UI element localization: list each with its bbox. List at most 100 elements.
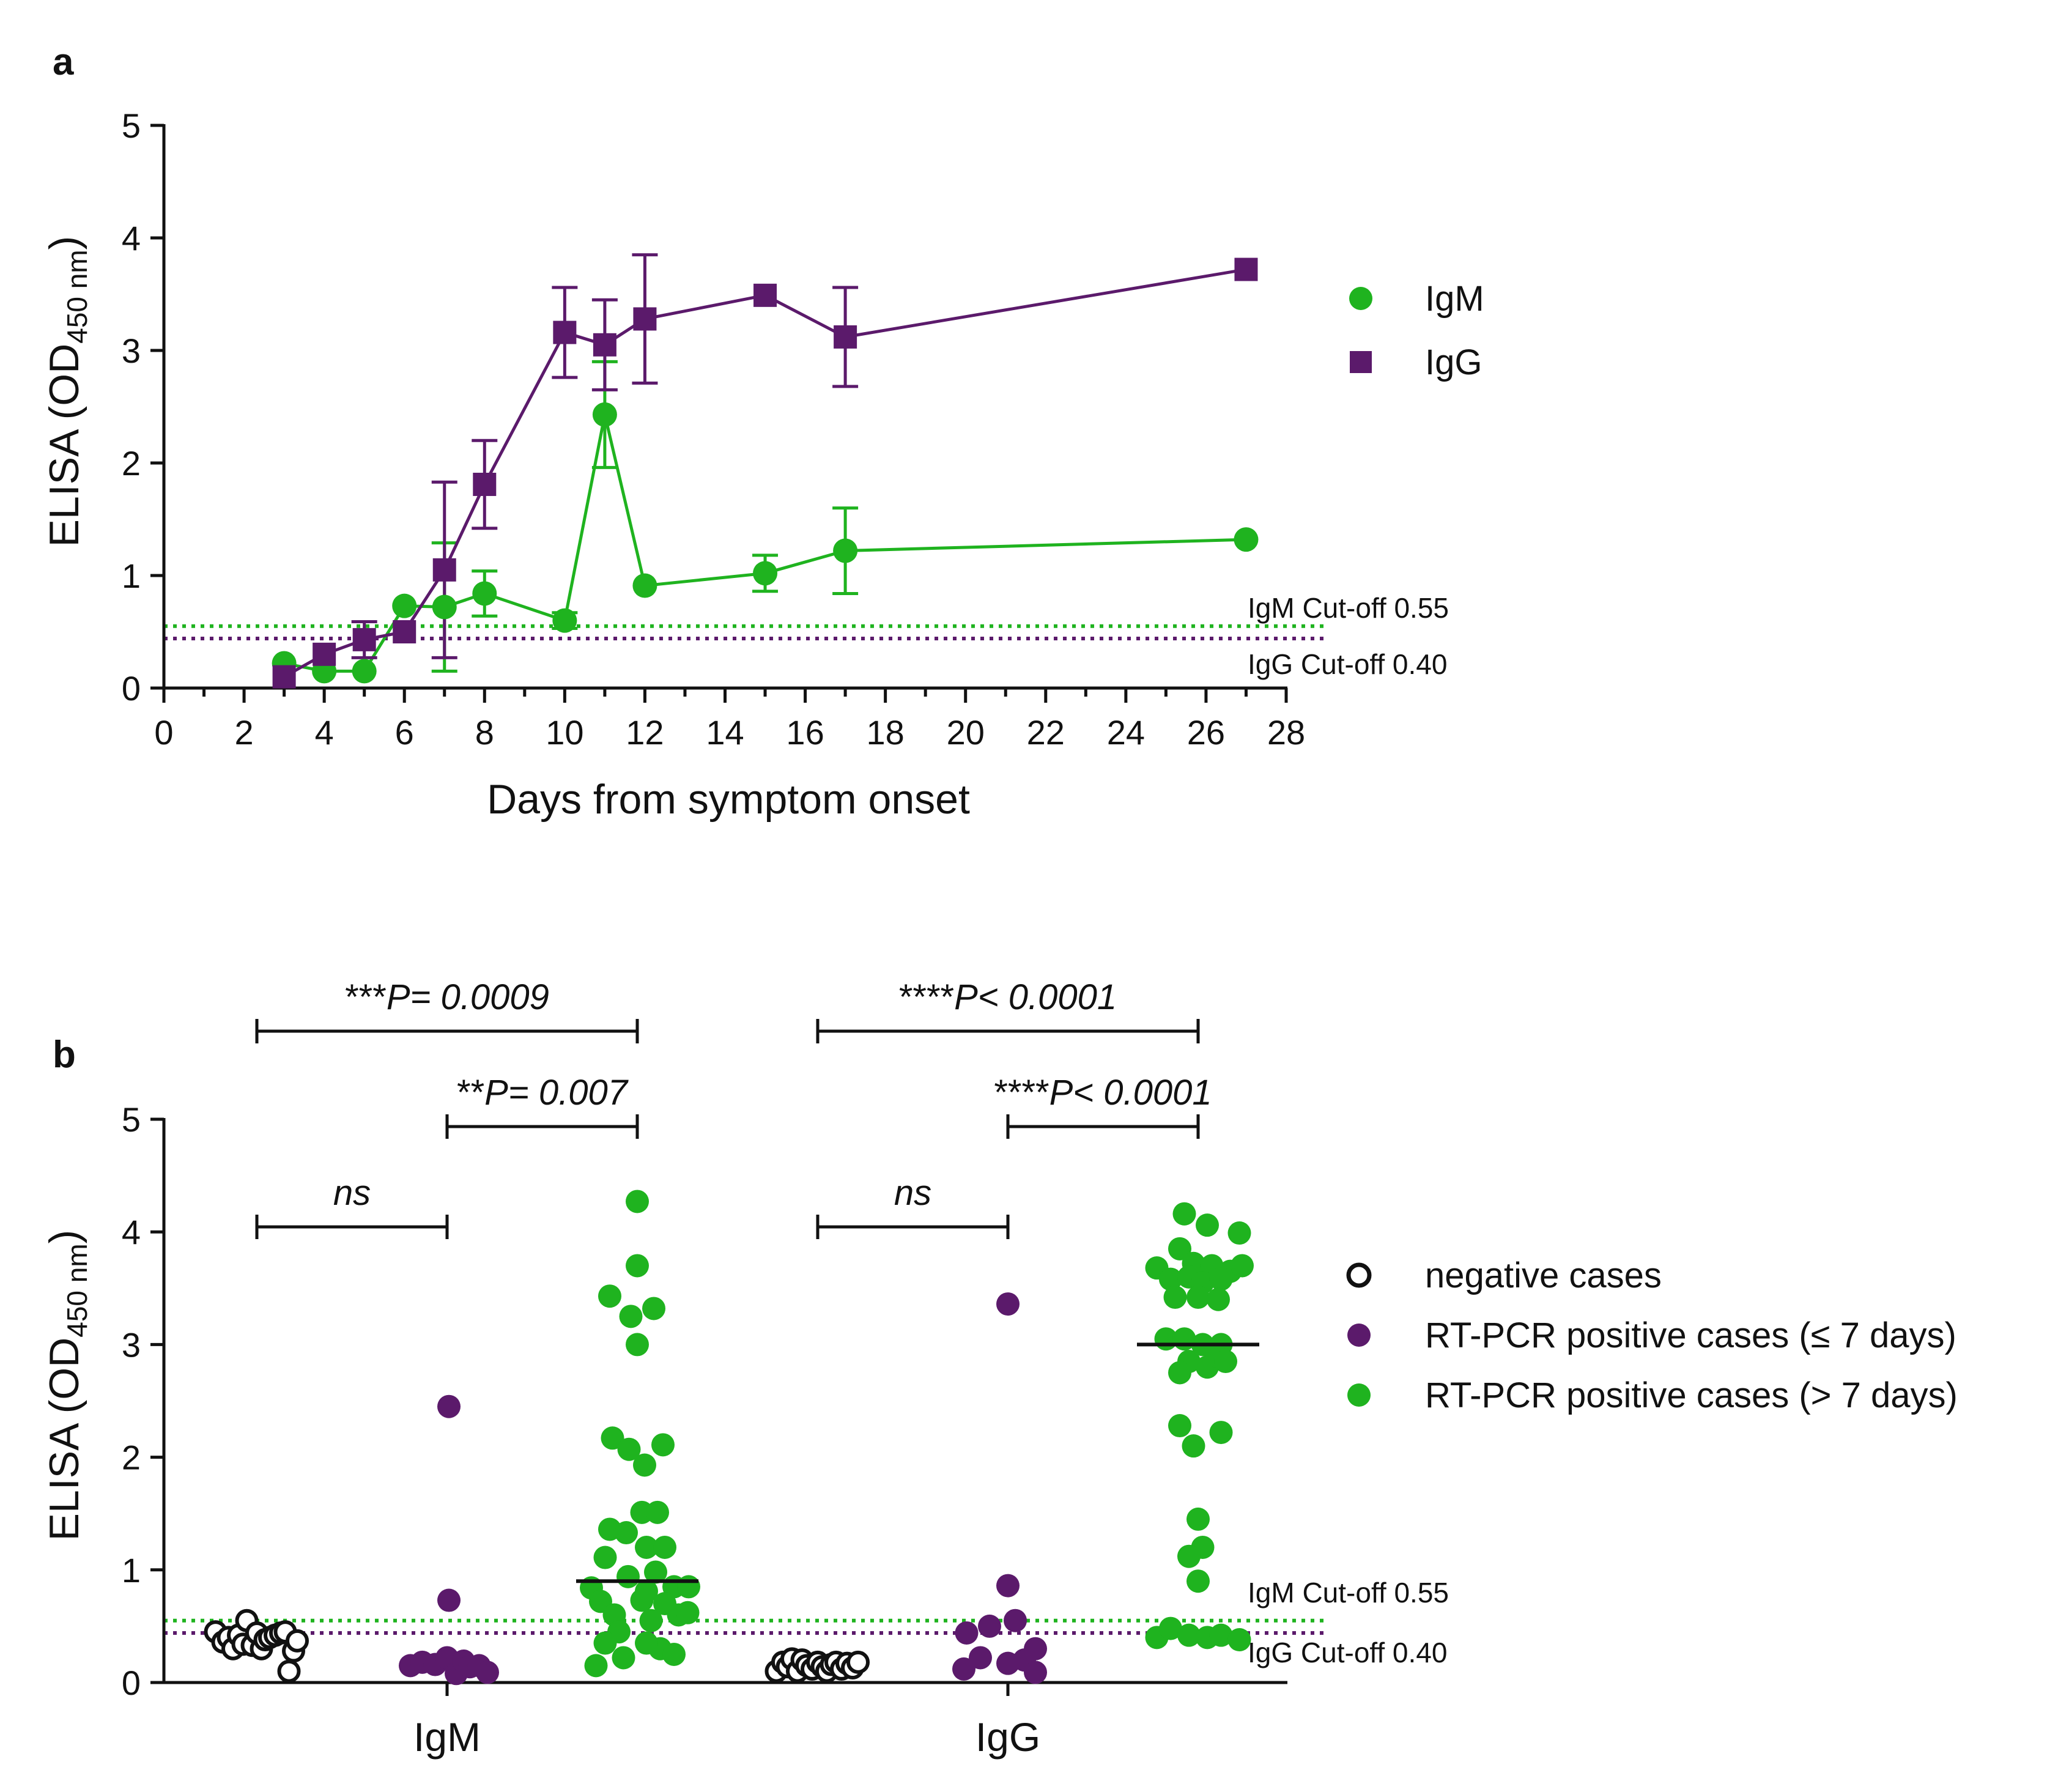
panel-b-category-label-igm: IgM (413, 1714, 481, 1760)
panel-a-igm-point-day-12 (632, 573, 657, 598)
legend-negative-marker (1346, 1262, 1372, 1288)
panel-b-igm-early-positive-point (437, 1588, 461, 1612)
panel-b-igm-early-positive-point (476, 1661, 499, 1684)
panel-b-igg-late-positive-point (1186, 1507, 1210, 1531)
panel-b-igg-late-positive-point (1196, 1213, 1219, 1237)
panel-b-igg-late-positive-point (1159, 1616, 1182, 1640)
panel-b-legend: negative cases RT-PCR positive cases (≤ … (1346, 1256, 1958, 1415)
panel-a-igm-point-day-6 (392, 593, 417, 618)
panel-b-igg-late-positive-point (1168, 1361, 1191, 1385)
legend-igg-marker (1350, 351, 1372, 373)
panel-b-igm-late-positive-point (619, 1305, 643, 1328)
panel-a-igg-point-day-7 (432, 558, 456, 582)
panel-b-y-tick-label-5: 5 (122, 1100, 141, 1139)
panel-b-igg-late-positive-point (1159, 1267, 1182, 1291)
bracket-label: ns (333, 1173, 371, 1213)
panel-b-comparison-bracket-6: ns (816, 1173, 1010, 1239)
panel-b-igg-late-positive-point (1186, 1286, 1210, 1309)
bracket-label: ***P= 0.0009 (345, 977, 549, 1017)
panel-b-igm-late-positive-point (677, 1575, 700, 1599)
panel-a-y-axis-title-main: ELISA (OD (41, 344, 87, 547)
panel-a-igg-line (283, 268, 1246, 678)
panel-a-igm-point-day-17 (833, 538, 858, 563)
panel-a-igg-point-day-8 (473, 472, 497, 496)
panel-b-igg-late-positive-point (1177, 1623, 1201, 1647)
panel-b-igg-late-positive-point (1186, 1569, 1210, 1593)
panel-a-letter: a (53, 41, 74, 83)
panel-a-igg-point-day-17 (834, 325, 857, 349)
panel-b-igg-late-positive-point (1168, 1414, 1191, 1438)
panel-a-x-tick-label-20: 20 (947, 713, 985, 752)
panel-b-igm-late-positive-point (653, 1535, 676, 1559)
panel-b-igg-late-positive-point (1163, 1286, 1187, 1309)
panel-b-igm-late-positive-point (601, 1426, 624, 1450)
panel-b-y-tick-label-4: 4 (122, 1213, 141, 1251)
bracket-stars: **** (994, 1073, 1049, 1113)
panel-a-igg-point-day-5 (352, 628, 376, 651)
panel-a-x-tick-label-22: 22 (1027, 713, 1065, 752)
panel-a-legend: IgM IgG (1349, 279, 1484, 382)
panel-b-igg-negative-point (846, 1650, 870, 1674)
panel-b-y-axis-title-main: ELISA (OD (41, 1338, 87, 1541)
panel-b-igg-late-positive-point (1214, 1350, 1237, 1374)
panel-b-igg-early-positive-point (996, 1574, 1020, 1598)
panel-a-y-axis-title: ELISA (OD450 nm) (41, 236, 93, 547)
panel-a-y-tick-label-3: 3 (122, 331, 141, 370)
panel-a-igg-point-day-27 (1234, 257, 1258, 281)
legend-igg-label: IgG (1425, 342, 1483, 382)
panel-b-igg-late-positive-point (1209, 1421, 1233, 1445)
panel-b-igg-late-positive-point (1209, 1623, 1233, 1647)
panel-b-comparison-bracket-1: ***P= 0.0009 (255, 977, 639, 1043)
panel-a-x-tick-label-18: 18 (866, 713, 904, 752)
panel-b-comparison-bracket-3: ns (255, 1173, 449, 1239)
panel-b-igm-late-positive-point (598, 1284, 621, 1308)
panel-a-igm-point-day-5 (352, 659, 377, 684)
panel-a-x-tick-label-8: 8 (475, 713, 494, 752)
panel-a-y-tick-label-0: 0 (122, 669, 141, 708)
panel-a-x-tick-label-6: 6 (395, 713, 414, 752)
panel-a-igm-point-day-10 (552, 608, 577, 633)
legend-late-positive-marker (1347, 1383, 1371, 1407)
panel-b-igm-late-positive-point (615, 1521, 638, 1545)
panel-b-igm-early-positive-point (437, 1394, 461, 1418)
bracket-label: ****P< 0.0001 (994, 1073, 1212, 1113)
panel-a-x-tick-label-28: 28 (1267, 713, 1305, 752)
legend-early-positive-label: RT-PCR positive cases (≤ 7 days) (1425, 1316, 1956, 1355)
panel-b-igg-late-positive-point (1168, 1237, 1191, 1261)
panel-a-y-tick-label-1: 1 (122, 557, 141, 595)
legend-igm-label: IgM (1425, 279, 1484, 319)
panel-a-x-tick-label-16: 16 (786, 713, 824, 752)
panel-a-x-tick-label-10: 10 (546, 713, 583, 752)
panel-b-igg-late-positive-point (1227, 1628, 1251, 1652)
panel-a-igm-cutoff-label: IgM Cut-off 0.55 (1248, 592, 1449, 624)
panel-b-igm-late-positive-point (633, 1453, 656, 1477)
panel-b-igm-late-positive-point (651, 1433, 675, 1457)
panel-a-igg-point-day-15 (753, 283, 777, 307)
panel-b-igg-early-positive-point (1024, 1661, 1047, 1684)
bracket-stars: *** (345, 977, 387, 1017)
panel-b-igm-late-positive-point (635, 1631, 658, 1655)
panel-a-igg-point-day-3 (272, 665, 296, 689)
panel-b-igg-early-positive-point (969, 1646, 992, 1670)
panel-a-y-axis-title-sub: 450 nm (61, 250, 93, 343)
panel-b-igg-late-positive-point (1172, 1202, 1196, 1226)
legend-early-positive-marker (1347, 1324, 1371, 1347)
panel-b-igm-late-positive-point (662, 1642, 686, 1666)
panel-b-igm-late-positive-point (676, 1601, 700, 1624)
panel-b-y-axis-title-end: ) (41, 1230, 87, 1244)
panel-b-igg-cutoff-label: IgG Cut-off 0.40 (1248, 1637, 1447, 1668)
panel-b-igg-early-positive-point (996, 1292, 1020, 1316)
panel-b-category-label-igg: IgG (975, 1714, 1040, 1760)
bracket-stars: **** (899, 977, 954, 1017)
panel-b-y-tick-label-2: 2 (122, 1438, 141, 1477)
panel-b-igm-late-positive-point (639, 1609, 663, 1632)
panel-b-igm-late-positive-point (626, 1190, 649, 1213)
panel-b-igg-early-positive-point (952, 1657, 975, 1681)
panel-b-igm-late-positive-point (644, 1560, 667, 1584)
legend-late-positive-label: RT-PCR positive cases (> 7 days) (1425, 1375, 1958, 1415)
panel-b-igm-late-positive-point (593, 1631, 617, 1655)
panel-a-x-tick-label-0: 0 (154, 713, 173, 752)
svg-text:ELISA (OD450 nm): ELISA (OD450 nm) (41, 1230, 93, 1541)
panel-a-y-axis-title-end: ) (41, 236, 87, 250)
bracket-p-value: P= 0.007 (484, 1073, 629, 1113)
